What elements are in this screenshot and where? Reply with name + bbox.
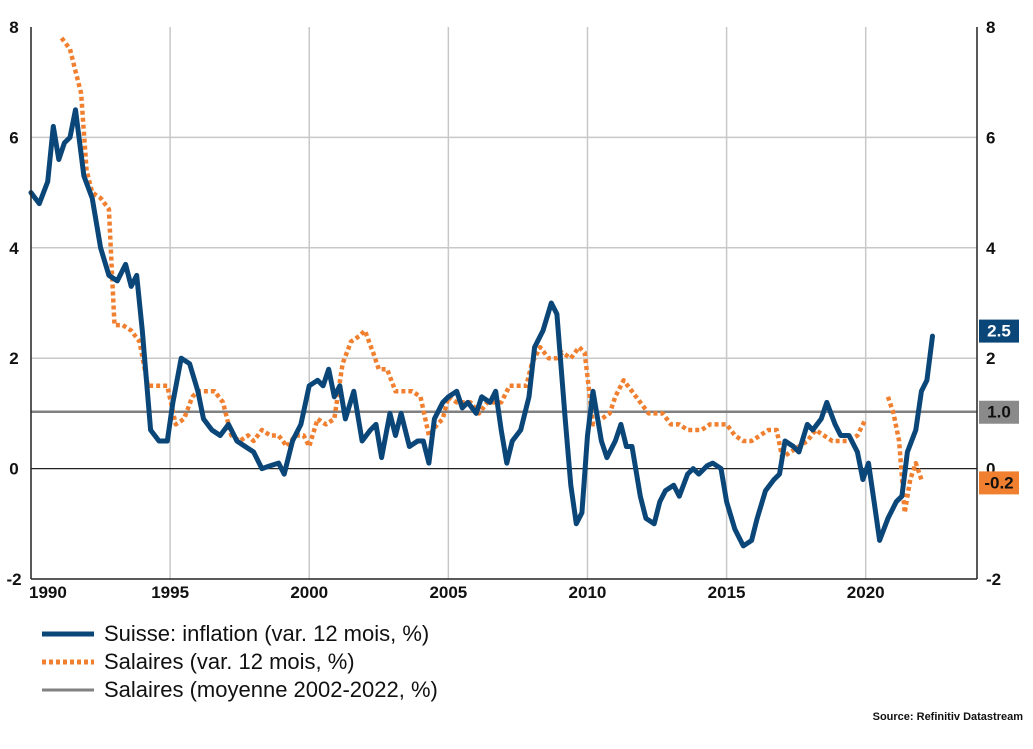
y-tick-label-left: 6 xyxy=(9,128,18,147)
y-tick-label-right: 2 xyxy=(986,349,995,368)
y-tick-label-left: -2 xyxy=(6,570,21,589)
plot-frame xyxy=(30,27,978,580)
source-note: Source: Refinitiv Datastream xyxy=(872,711,1023,723)
legend-item-salaires: Salaires (var. 12 mois, %) xyxy=(40,648,438,676)
legend-label-salaires: Salaires (var. 12 mois, %) xyxy=(104,649,355,674)
end-label-box xyxy=(979,319,1019,343)
axis-ticks: 1990 1995 2000 2005 2010 2015 2020 -2 0 2 4 6 8 -2 0 2 4… xyxy=(6,18,1001,602)
y-tick-label-right: 8 xyxy=(986,18,995,37)
end-label-value: -0.2 xyxy=(984,473,1013,492)
legend-swatch-moyenne xyxy=(42,688,94,692)
series-lines xyxy=(28,36,977,549)
x-tick-label: 1990 xyxy=(29,583,67,602)
series-line-1 xyxy=(59,36,924,516)
end-label-box xyxy=(979,471,1019,495)
end-labels: 2.5 1.0 -0.2 xyxy=(979,319,1019,495)
y-tick-label-right: -2 xyxy=(986,570,1001,589)
legend-label-inflation: Suisse: inflation (var. 12 mois, %) xyxy=(104,621,430,646)
y-tick-label-right: 4 xyxy=(986,239,996,258)
x-tick-label: 2005 xyxy=(429,583,467,602)
y-tick-label-right: 6 xyxy=(986,128,995,147)
x-tick-label: 2015 xyxy=(708,583,746,602)
x-tick-label: 1995 xyxy=(151,583,189,602)
legend-item-moyenne: Salaires (moyenne 2002-2022, %) xyxy=(40,676,438,704)
end-label-box xyxy=(979,400,1019,424)
end-label-value: 1.0 xyxy=(987,403,1011,422)
y-tick-label-right: 0 xyxy=(986,460,995,479)
y-tick-label-left: 0 xyxy=(9,460,18,479)
y-tick-label-left: 8 xyxy=(9,18,18,37)
y-tick-label-left: 2 xyxy=(9,349,18,368)
legend-label-moyenne: Salaires (moyenne 2002-2022, %) xyxy=(104,677,438,702)
end-label-value: 2.5 xyxy=(987,322,1011,341)
y-tick-label-left: 4 xyxy=(9,239,19,258)
legend-item-inflation: Suisse: inflation (var. 12 mois, %) xyxy=(40,620,438,648)
legend: Suisse: inflation (var. 12 mois, %) Sala… xyxy=(40,620,438,704)
gridlines xyxy=(31,27,977,579)
legend-swatch-inflation xyxy=(42,631,94,637)
x-tick-label: 2010 xyxy=(569,583,607,602)
x-tick-label: 2000 xyxy=(290,583,328,602)
legend-swatch-salaires xyxy=(42,659,94,665)
x-tick-label: 2020 xyxy=(847,583,885,602)
series-line-0 xyxy=(28,107,935,549)
